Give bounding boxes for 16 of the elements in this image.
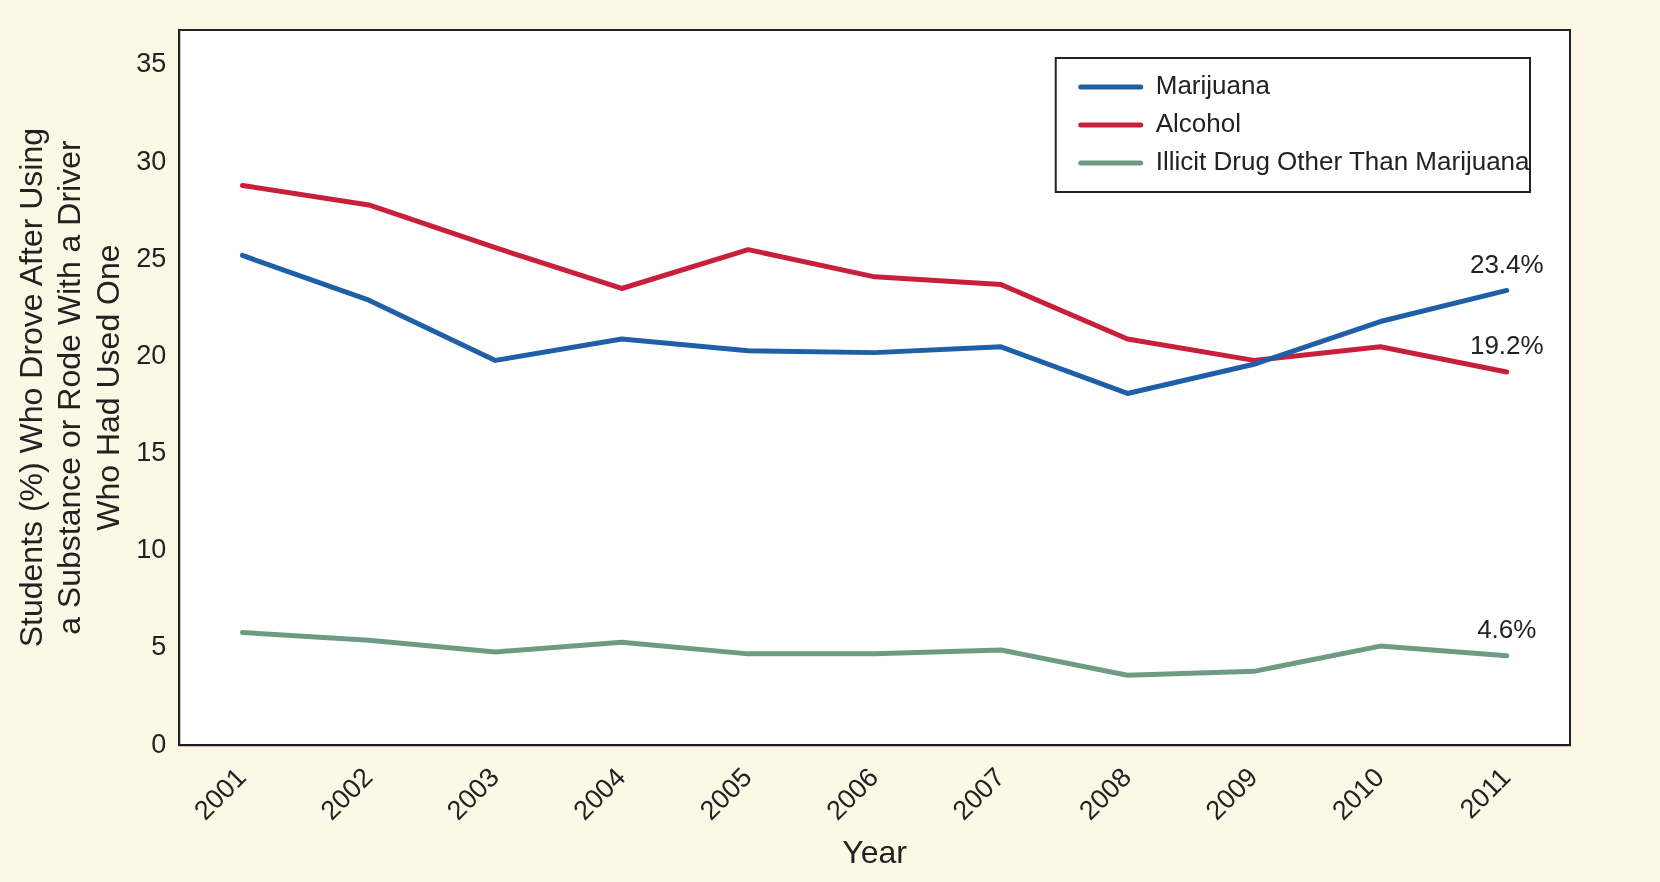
annotation: 19.2% bbox=[1469, 330, 1544, 361]
annotation: 23.4% bbox=[1469, 248, 1544, 279]
x-axis-title: Year bbox=[842, 833, 908, 870]
y-tick-label: 10 bbox=[136, 534, 167, 565]
y-tick-label: 30 bbox=[136, 145, 167, 176]
y-tick-label: 15 bbox=[136, 437, 167, 468]
legend-label: Marijuana bbox=[1155, 70, 1271, 101]
legend-label: Alcohol bbox=[1155, 108, 1242, 139]
annotation: 4.6% bbox=[1477, 613, 1537, 644]
y-tick-label: 0 bbox=[151, 728, 167, 759]
y-tick-label: 5 bbox=[151, 631, 167, 662]
y-tick-label: 20 bbox=[136, 339, 167, 370]
legend-label: Illicit Drug Other Than Marijuana bbox=[1155, 146, 1531, 177]
y-tick-label: 35 bbox=[136, 48, 167, 79]
y-axis-title: Students (%) Who Drove After Using a Substance or Rode With a Driver Who Had Used One bbox=[13, 127, 126, 648]
y-tick-label: 25 bbox=[136, 242, 167, 273]
